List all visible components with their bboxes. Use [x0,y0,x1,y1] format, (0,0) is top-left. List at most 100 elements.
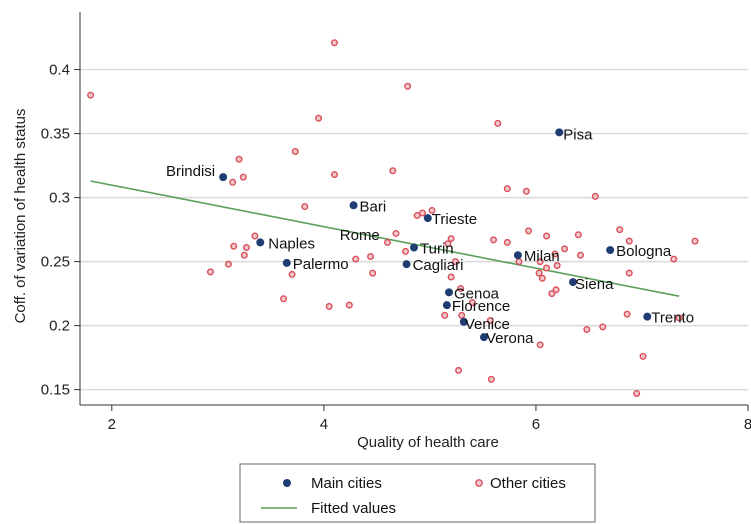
x-tick-label: 6 [532,416,540,433]
other-city-point [543,264,551,272]
other-city-point [352,255,360,263]
other-city-point [633,389,641,397]
x-axis-title: Quality of health care [357,434,499,451]
main-city-point [444,288,453,297]
other-city-point [447,273,455,281]
axes [79,12,748,406]
y-axis-title: Coff. of variation of health status [12,109,29,324]
city-label: Trieste [432,211,477,228]
other-city-point [503,185,511,193]
main-city-point [442,301,451,310]
city-label: Cagliari [413,257,464,274]
other-city-point [325,302,333,310]
other-city-point [503,238,511,246]
city-label: Venice [465,316,510,333]
main-city-point [555,128,564,137]
other-city-point [280,295,288,303]
other-city-point [441,311,449,319]
other-city-point [235,155,243,163]
other-city-point [229,178,237,186]
other-city-point [515,258,523,266]
city-label: Brindisi [166,163,215,180]
other-city-point [230,242,238,250]
other-city-point [383,238,391,246]
x-tick-label: 8 [744,416,751,433]
city-label: Genoa [454,285,500,302]
other-city-point [242,244,250,252]
legend-other-label: Other cities [490,475,566,492]
main-cities-points [219,128,652,342]
other-city-point [591,192,599,200]
other-city-point [451,258,459,266]
y-tick-label: 0.15 [41,382,70,399]
other-city-point [487,375,495,383]
other-city-point [367,253,375,261]
main-city-point [643,312,652,321]
city-label: Milan [524,248,560,265]
other-city-point [548,290,556,298]
city-label: Turin [420,241,454,258]
legend: Main cities Other cities Fitted values [239,463,596,523]
other-city-point [525,227,533,235]
city-labels: Pisa Brindisi Bari Trieste Naples Turin Milan B… [166,126,694,347]
y-tick-label: 0.35 [41,126,70,143]
x-tick-label: 2 [108,416,116,433]
city-label: Siena [575,276,614,293]
other-city-point [224,260,232,268]
other-city-point [623,310,631,318]
other-city-point [444,240,452,248]
other-city-point [413,212,421,220]
legend-other-marker [475,479,483,487]
other-city-point [543,232,551,240]
city-label: Bologna [616,243,672,260]
city-label: Palermo [293,256,349,273]
city-label: Bari [360,198,387,215]
other-city-point [468,299,476,307]
other-city-point [402,247,410,255]
other-city-point [486,317,494,325]
main-city-point [423,214,432,223]
other-city-point [561,245,569,253]
city-label: Pisa [563,126,593,143]
other-city-point [369,269,377,277]
other-city-point [639,352,647,360]
other-city-point [291,148,299,156]
main-city-point [349,201,358,210]
other-city-point [389,167,397,175]
other-city-point [583,325,591,333]
other-city-point [301,203,309,211]
grid-lines [80,68,748,391]
other-city-point [553,261,561,269]
other-city-point [616,226,624,234]
other-city-point [315,114,323,122]
y-tick-label: 0.25 [41,254,70,271]
other-city-point [392,229,400,237]
legend-main-label: Main cities [311,475,382,492]
y-tick-label: 0.2 [49,318,70,335]
x-tick-label: 4 [320,416,328,433]
other-city-point [345,301,353,309]
other-city-point [428,206,436,214]
main-city-point [479,333,488,342]
other-city-point [576,251,584,259]
other-city-point [551,250,559,258]
other-city-point [675,314,683,322]
other-city-point [625,237,633,245]
other-city-point [522,187,530,195]
main-city-point [513,251,522,260]
other-city-point [670,255,678,263]
y-tick-label: 0.4 [49,62,70,79]
other-city-point [239,173,247,181]
x-ticks: 2 4 6 8 [108,405,751,433]
legend-fitted-label: Fitted values [311,500,396,517]
other-city-point [536,341,544,349]
other-city-point [691,237,699,245]
main-city-point [402,260,411,269]
city-label: Florence [452,298,510,315]
other-city-point [330,171,338,179]
main-city-point [282,258,291,267]
y-tick-label: 0.3 [49,190,70,207]
other-city-point [418,209,426,217]
main-city-point [569,278,578,287]
